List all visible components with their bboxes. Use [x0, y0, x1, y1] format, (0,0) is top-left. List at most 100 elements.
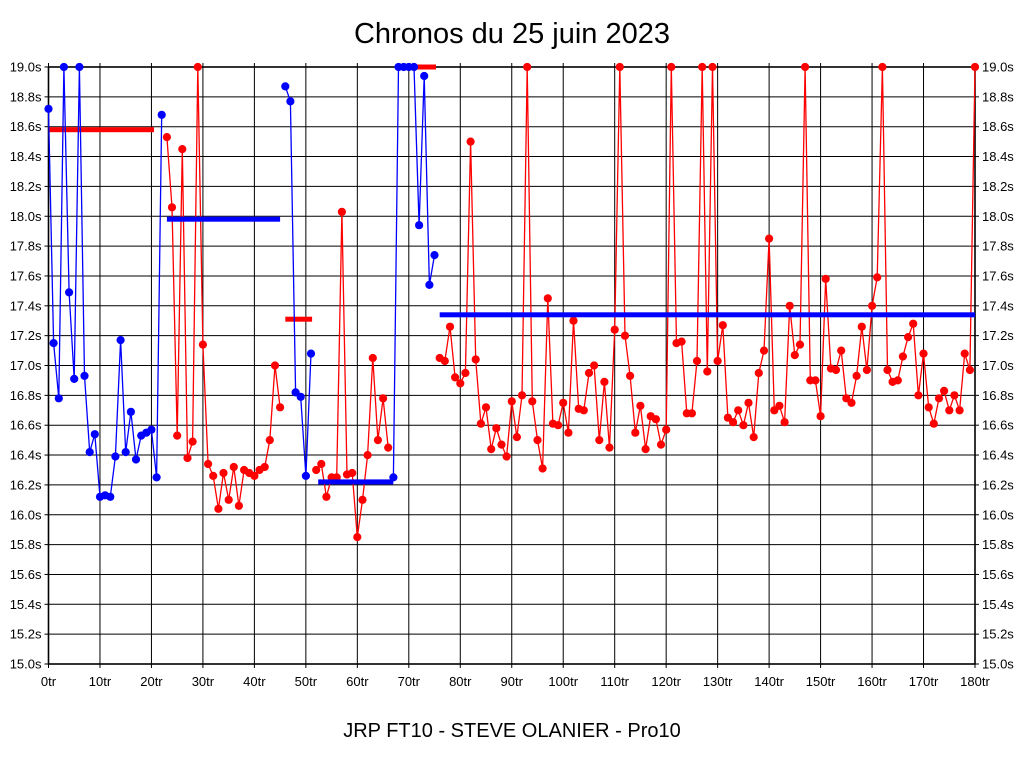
data-point [173, 431, 182, 440]
data-point [389, 473, 398, 482]
data-point [569, 316, 578, 325]
y-tick-label-right: 17.6s [982, 268, 1014, 283]
data-point [250, 471, 259, 480]
data-point [281, 82, 290, 91]
data-point [559, 398, 568, 407]
data-point [605, 443, 614, 452]
x-tick-label: 90tr [501, 674, 524, 689]
data-point [420, 71, 429, 81]
data-point [837, 346, 846, 355]
data-point [312, 465, 321, 475]
data-point [857, 322, 866, 331]
data-point [801, 62, 810, 72]
data-point [523, 62, 532, 72]
data-point [780, 418, 789, 427]
data-point [934, 394, 944, 403]
data-point [919, 349, 928, 358]
avg-bar-red-1 [48, 127, 154, 133]
y-tick-label-right: 17.0s [982, 358, 1014, 373]
data-point [873, 273, 882, 282]
data-point [204, 459, 213, 469]
data-point [662, 425, 671, 434]
data-point [950, 391, 959, 400]
data-point [188, 437, 197, 446]
data-point [178, 145, 187, 154]
data-point [306, 349, 316, 358]
data-point [579, 406, 588, 415]
data-point [816, 412, 825, 421]
data-point [898, 352, 908, 361]
y-tick-label-left: 18.2s [10, 179, 42, 194]
x-tick-label: 0tr [41, 674, 57, 689]
data-point [790, 351, 799, 360]
plot-border [47, 66, 976, 665]
data-point [451, 373, 460, 382]
data-point [265, 436, 274, 445]
data-point [734, 406, 743, 415]
avg-bar-red-3 [413, 64, 436, 70]
data-point [754, 368, 763, 378]
data-point [157, 110, 166, 119]
data-point [44, 104, 53, 113]
data-point [106, 492, 115, 501]
data-point [893, 376, 902, 385]
x-tick-label: 110tr [600, 674, 629, 689]
data-point [610, 325, 619, 334]
y-tick-label-left: 16.8s [10, 388, 42, 403]
data-point [384, 443, 393, 452]
data-point [497, 440, 506, 449]
data-point [533, 436, 542, 445]
y-tick-label-right: 15.0s [982, 657, 1014, 672]
data-point [651, 415, 661, 424]
data-point [600, 377, 609, 386]
chart-title: Chronos du 25 juin 2023 [353, 18, 670, 50]
data-point [631, 428, 640, 437]
data-point [379, 394, 388, 403]
data-point [708, 62, 717, 72]
data-point [626, 371, 635, 380]
data-point [847, 398, 856, 407]
data-point [121, 448, 130, 457]
data-point [615, 62, 624, 72]
data-point [924, 403, 933, 412]
data-point [430, 251, 439, 260]
avg-bar-blue-1 [166, 216, 281, 222]
data-point [739, 421, 748, 430]
chart-subtitle: JRP FT10 - STEVE OLANIER - Pro10 [343, 720, 681, 742]
data-point [677, 337, 686, 346]
y-tick-label-left: 17.4s [10, 298, 42, 313]
data-point [70, 374, 79, 383]
x-tick-label: 150tr [806, 674, 836, 689]
data-point [512, 433, 522, 442]
data-point [322, 492, 331, 501]
data-point [821, 274, 830, 283]
y-tick-label-right: 17.4s [982, 298, 1014, 313]
data-point [317, 459, 326, 469]
series-red-run-2 [312, 207, 393, 542]
data-point [193, 62, 202, 72]
data-point [831, 365, 841, 375]
x-tick-label: 140tr [754, 674, 784, 689]
data-point [65, 288, 74, 297]
data-point [636, 401, 645, 410]
data-point [656, 440, 666, 449]
x-tick-label: 120tr [651, 674, 681, 689]
data-point [358, 495, 367, 504]
data-point [554, 421, 563, 430]
avg-bar-blue-2 [318, 479, 394, 485]
data-point [59, 62, 68, 72]
data-point [945, 406, 954, 415]
y-tick-label-left: 15.0s [10, 657, 42, 672]
y-tick-label-left: 15.4s [10, 597, 42, 612]
data-point [492, 424, 501, 433]
data-point [152, 473, 161, 482]
data-point [960, 349, 969, 358]
data-point [502, 452, 511, 461]
series-line-red-run-3 [439, 66, 976, 469]
data-point [80, 371, 89, 380]
data-point [373, 436, 382, 445]
data-point [692, 356, 702, 366]
y-tick-label-left: 15.6s [10, 567, 42, 582]
data-point [970, 62, 980, 72]
